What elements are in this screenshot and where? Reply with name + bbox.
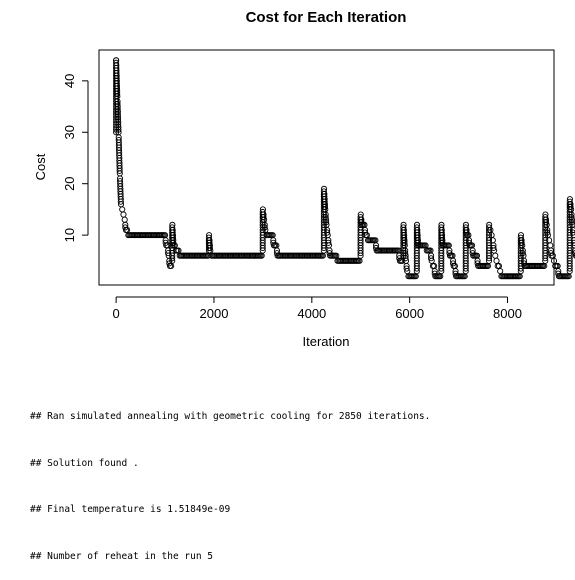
x-tick-label: 2000 — [200, 306, 229, 321]
data-point — [547, 238, 552, 243]
y-axis: 10 20 30 40 — [62, 74, 88, 243]
data-point — [120, 207, 125, 212]
y-axis-label: Cost — [33, 153, 48, 180]
x-axis-label: Iteration — [303, 334, 350, 349]
console-line: ## Number of reheat in the run 5 — [30, 549, 430, 565]
data-point — [490, 238, 495, 243]
x-tick-label: 4000 — [297, 306, 326, 321]
data-point — [494, 258, 499, 263]
y-tick-label: 30 — [62, 125, 77, 139]
x-axis: 0 2000 4000 6000 8000 — [113, 297, 522, 321]
x-tick-label: 6000 — [395, 306, 424, 321]
console-line: ## Solution found . — [30, 456, 430, 472]
x-tick-label: 8000 — [493, 306, 522, 321]
data-point — [121, 212, 126, 217]
data-point — [122, 217, 127, 222]
data-point — [498, 269, 503, 274]
y-tick-label: 10 — [62, 228, 77, 242]
y-tick-label: 40 — [62, 74, 77, 88]
console-output: ## Ran simulated annealing with geometri… — [30, 378, 430, 580]
data-points — [114, 58, 575, 279]
y-tick-label: 20 — [62, 176, 77, 190]
console-line: ## Ran simulated annealing with geometri… — [30, 409, 430, 425]
data-point — [548, 243, 553, 248]
chart-title: Cost for Each Iteration — [246, 9, 407, 26]
console-line: ## Final temperature is 1.51849e-09 — [30, 502, 430, 518]
x-tick-label: 0 — [113, 306, 120, 321]
data-point — [493, 253, 498, 258]
